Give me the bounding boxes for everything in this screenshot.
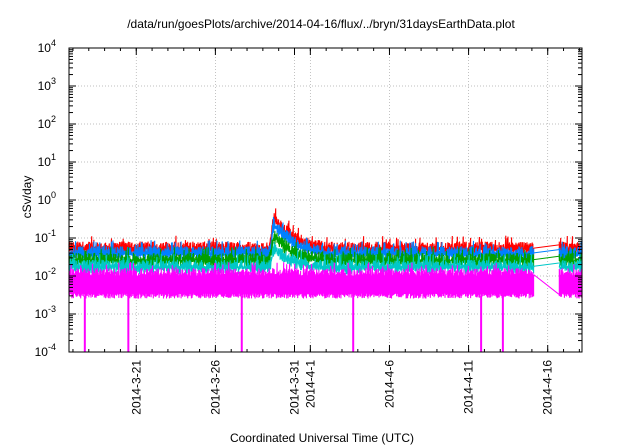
y-tick-label: 10-4 (35, 342, 56, 359)
grid-lines (69, 47, 582, 353)
y-tick-label: 10-2 (35, 266, 56, 283)
series-gap-connector (533, 244, 559, 249)
series-line (68, 262, 583, 299)
x-tick-label: 2014-3-31 (288, 360, 302, 415)
x-axis-label: Coordinated Universal Time (UTC) (230, 431, 414, 445)
y-tick-label: 101 (38, 152, 56, 169)
y-tick-label: 104 (38, 38, 56, 55)
x-tick-label: 2014-4-1 (303, 360, 317, 408)
y-axis-label: cSv/day (20, 176, 34, 219)
x-tick-label: 2014-3-21 (129, 360, 143, 415)
tick-marks (69, 47, 582, 353)
x-tick-labels: 2014-3-21 2014-3-26 2014-3-31 2014-4-1 2014-… (129, 360, 554, 415)
y-tick-label: 103 (38, 76, 56, 93)
y-tick-label: 10-1 (35, 228, 56, 245)
x-tick-label: 2014-4-11 (462, 360, 476, 414)
y-tick-label: 102 (38, 114, 56, 131)
plot-frame (68, 47, 583, 353)
series-gap-connector (533, 249, 559, 254)
x-tick-label: 2014-4-6 (382, 360, 396, 408)
series-line (68, 216, 583, 262)
y-tick-labels: 10-4 10-3 10-2 10-1 100 101 102 103 104 (35, 38, 56, 359)
series-gap-connector (533, 255, 559, 261)
series-layer (68, 208, 583, 352)
y-tick-label: 100 (38, 190, 56, 207)
chart-title: /data/run/goesPlots/archive/2014-04-16/f… (127, 17, 515, 31)
y-tick-label: 10-3 (35, 304, 56, 321)
x-tick-label: 2014-3-26 (208, 360, 222, 415)
series-gap-connector (533, 262, 559, 267)
series-line (68, 241, 583, 275)
x-tick-label: 2014-4-16 (541, 360, 555, 415)
series-gap-connector (533, 274, 560, 295)
